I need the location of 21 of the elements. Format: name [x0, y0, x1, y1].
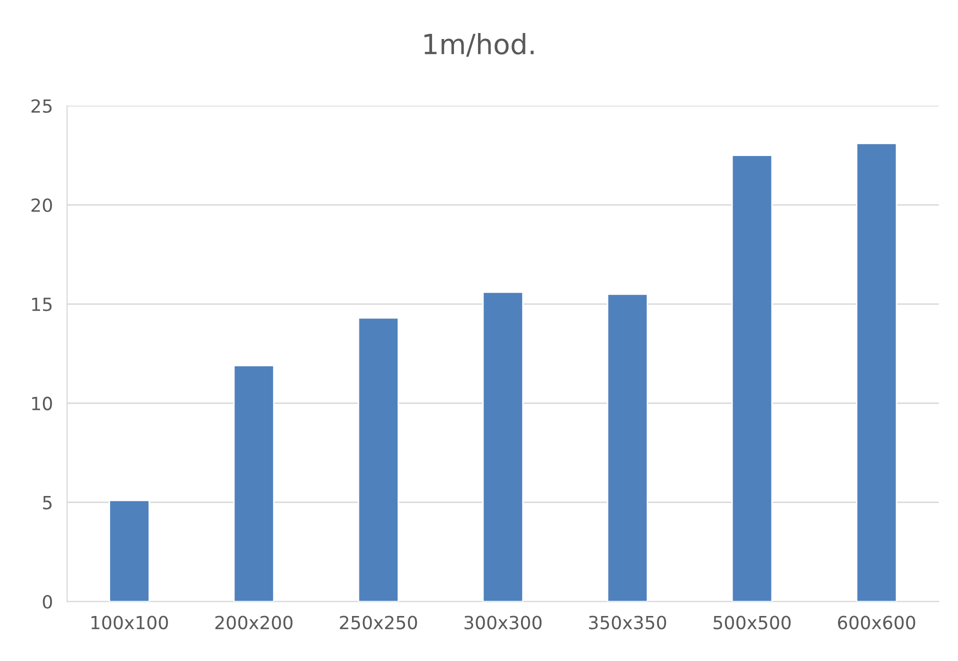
bar [233, 364, 274, 602]
bar [731, 154, 773, 602]
y-tick-label: 25 [32, 99, 52, 113]
y-tick-label: 10 [32, 396, 52, 410]
x-tick-label: 500x500 [714, 616, 791, 630]
y-tick-label: 5 [43, 496, 52, 510]
x-tick-label: 350x350 [589, 616, 666, 630]
y-tick-label: 20 [32, 198, 52, 212]
bar [606, 293, 648, 602]
bar [482, 291, 524, 602]
y-tick-label: 15 [32, 298, 52, 312]
x-tick-label: 250x250 [340, 616, 418, 630]
bar [856, 142, 898, 602]
x-tick-label: 600x600 [838, 616, 916, 630]
bar [358, 317, 400, 602]
chart-title: 1m/hod. [424, 33, 534, 57]
x-tick-label: 300x300 [464, 616, 542, 630]
bar [108, 500, 150, 602]
y-tick-label: 0 [42, 594, 52, 609]
x-tick-label: 100x100 [92, 616, 168, 630]
x-tick-label: 200x200 [215, 616, 292, 630]
